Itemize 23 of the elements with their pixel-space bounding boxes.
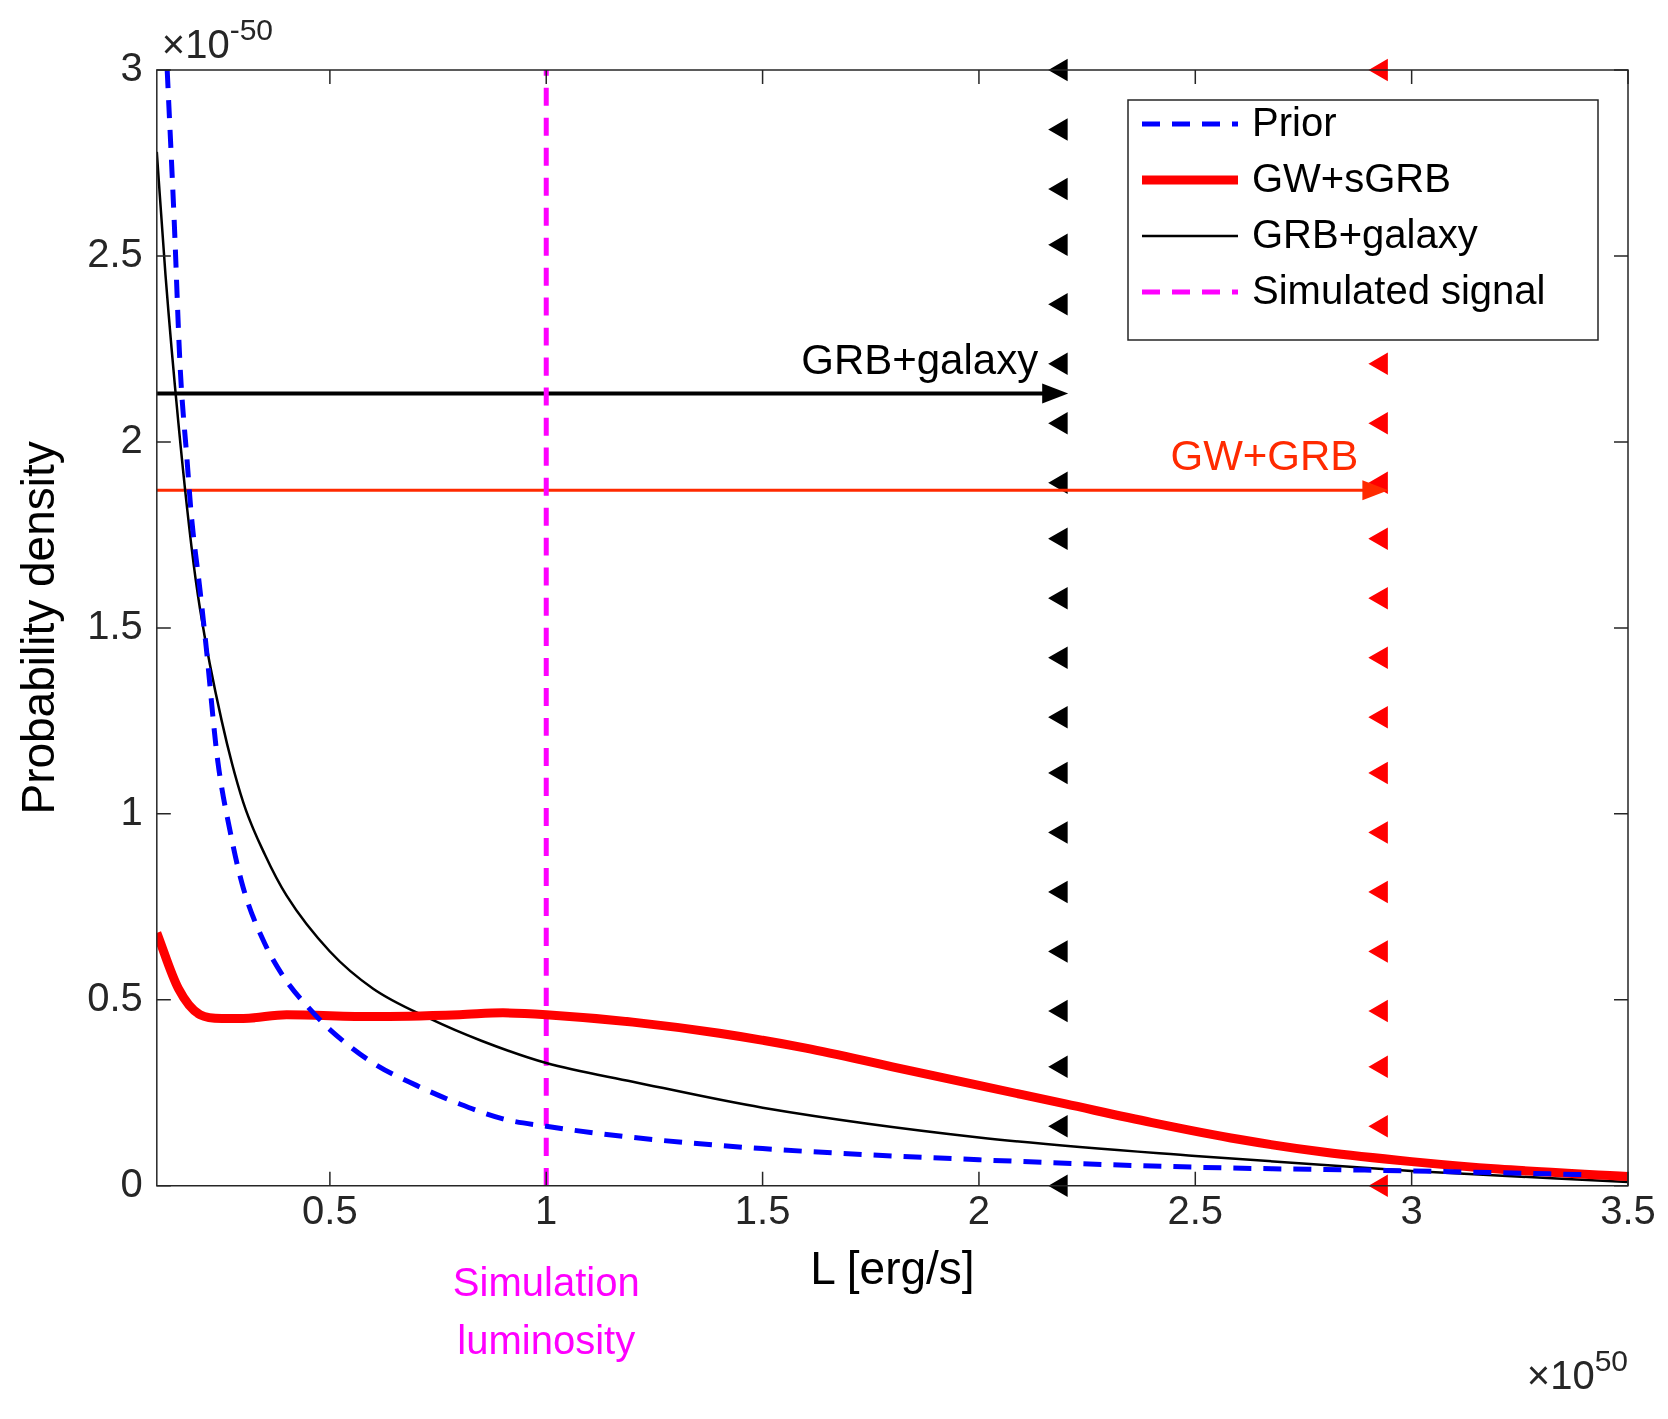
x-tick-label: 1 [535,1187,558,1232]
y-tick-label: 3 [120,45,143,90]
x-tick-label: 2 [967,1187,991,1232]
y-tick-label: 2 [120,416,143,461]
y-tick-label: 0 [120,1160,143,1205]
y-tick-label: 0.5 [87,974,143,1019]
legend-label: Prior [1252,100,1337,144]
x-tick-label: 0.5 [302,1187,358,1232]
text: Simulation luminosity [452,1259,640,1362]
x-tick-label: 2.5 [1167,1187,1224,1232]
x-tick-label: 1.5 [734,1187,791,1232]
legend-label: GW+sGRB [1252,156,1451,200]
legend-label: GRB+galaxy [1252,212,1478,256]
y-tick-label: 1.5 [87,602,143,647]
x-tick-label: 3 [1400,1187,1423,1232]
y-tick-label: 2.5 [87,231,143,275]
x-axis-title: L [erg/s] [810,1242,975,1295]
annotation: GRB+galaxy [801,335,1039,383]
y-tick-label: 1 [120,788,143,833]
legend-label: Simulated signal [1252,268,1546,312]
annotation: GW+GRB [1170,432,1359,480]
y-axis-title: Probability density [12,441,65,815]
x-tick-label: 3.5 [1600,1187,1656,1232]
